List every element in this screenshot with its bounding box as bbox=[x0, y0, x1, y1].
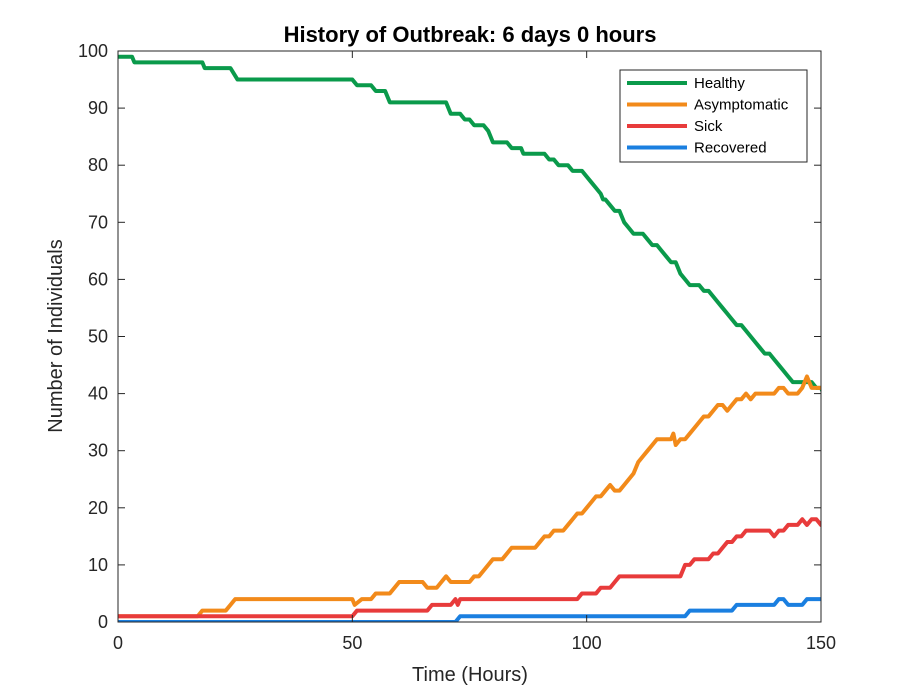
x-tick-label: 100 bbox=[572, 633, 602, 653]
series-line-sick bbox=[118, 517, 821, 619]
x-axis-label: Time (Hours) bbox=[412, 664, 528, 686]
legend-label-healthy: Healthy bbox=[694, 75, 745, 92]
series-layer bbox=[118, 54, 821, 622]
y-tick-label: 20 bbox=[88, 498, 108, 518]
y-axis-label: Number of Individuals bbox=[45, 239, 67, 432]
y-tick-label: 30 bbox=[88, 441, 108, 461]
chart-title: History of Outbreak: 6 days 0 hours bbox=[284, 22, 657, 47]
series-line-asymptomatic bbox=[118, 374, 821, 619]
y-tick-label: 80 bbox=[88, 155, 108, 175]
x-tick-label: 150 bbox=[806, 633, 836, 653]
legend-label-asymptomatic: Asymptomatic bbox=[694, 97, 789, 114]
x-tick-label: 50 bbox=[342, 633, 362, 653]
y-tick-label: 0 bbox=[98, 612, 108, 632]
legend-label-sick: Sick bbox=[694, 118, 723, 135]
y-tick-label: 100 bbox=[78, 41, 108, 61]
y-tick-label: 10 bbox=[88, 555, 108, 575]
y-tick-label: 40 bbox=[88, 384, 108, 404]
y-tick-label: 60 bbox=[88, 269, 108, 289]
legend: Healthy Asymptomatic Sick Recovered bbox=[619, 69, 808, 163]
y-tick-label: 50 bbox=[88, 327, 108, 347]
legend-label-recovered: Recovered bbox=[694, 140, 767, 157]
series-line-healthy bbox=[118, 54, 821, 394]
series-line-recovered bbox=[118, 597, 821, 622]
x-tick-label: 0 bbox=[113, 633, 123, 653]
axes-layer: 0 50 100 150 0 10 20 30 40 50 60 70 80 90 100 bbox=[78, 41, 836, 653]
y-tick-label: 90 bbox=[88, 98, 108, 118]
y-tick-label: 70 bbox=[88, 212, 108, 232]
